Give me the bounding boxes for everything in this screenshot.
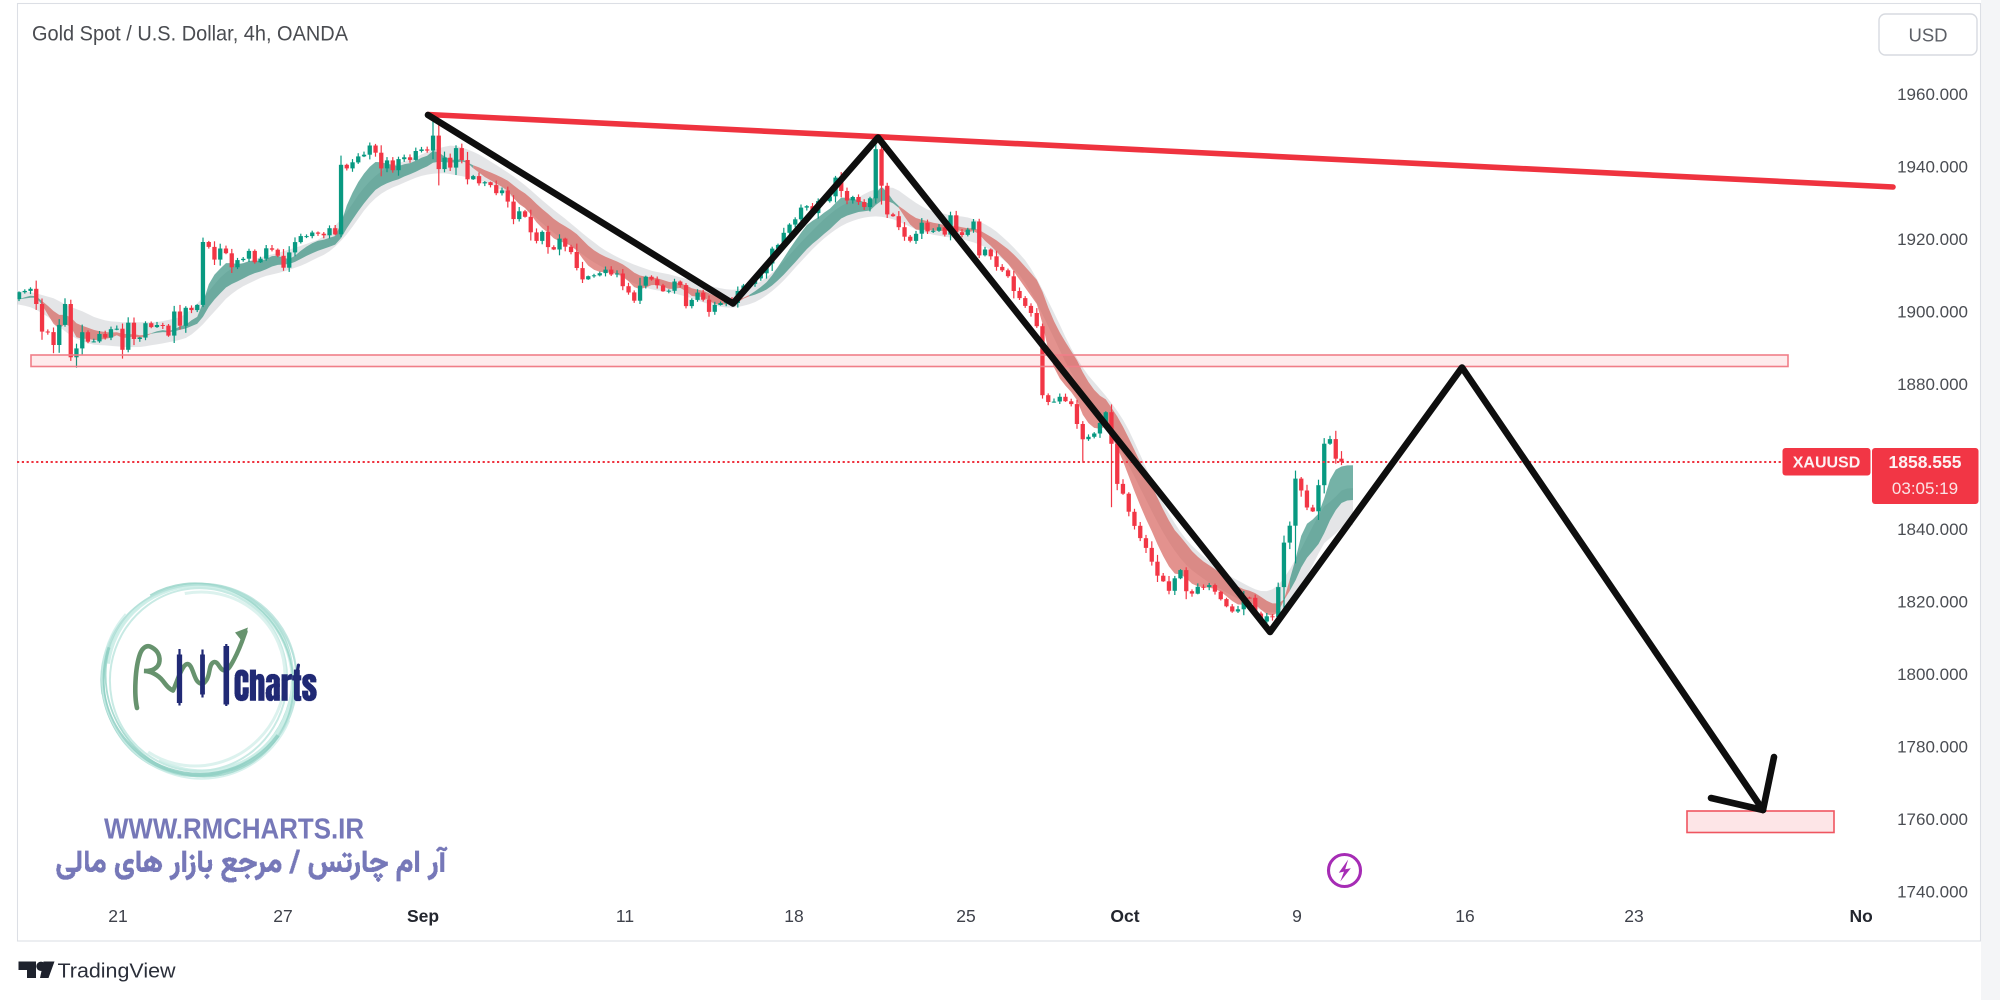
svg-text:03:05:19: 03:05:19 xyxy=(1892,479,1958,498)
svg-text:1800.000: 1800.000 xyxy=(1897,665,1968,684)
svg-text:1900.000: 1900.000 xyxy=(1897,303,1968,322)
svg-text:WWW.RMCHARTS.IR: WWW.RMCHARTS.IR xyxy=(104,814,364,846)
svg-text:27: 27 xyxy=(273,906,292,926)
svg-text:18: 18 xyxy=(784,906,803,926)
svg-text:9: 9 xyxy=(1292,906,1302,926)
svg-text:25: 25 xyxy=(956,906,975,926)
svg-text:16: 16 xyxy=(1455,906,1474,926)
svg-text:USD: USD xyxy=(1908,25,1947,46)
svg-text:1960.000: 1960.000 xyxy=(1897,85,1968,104)
svg-text:1920.000: 1920.000 xyxy=(1897,230,1968,249)
svg-text:21: 21 xyxy=(108,906,127,926)
svg-text:XAUUSD: XAUUSD xyxy=(1793,455,1861,472)
svg-text:1780.000: 1780.000 xyxy=(1897,738,1968,757)
svg-text:1858.555: 1858.555 xyxy=(1889,452,1962,472)
svg-text:1940.000: 1940.000 xyxy=(1897,158,1968,177)
svg-text:1840.000: 1840.000 xyxy=(1897,520,1968,539)
svg-text:Sep: Sep xyxy=(407,906,439,926)
svg-text:11: 11 xyxy=(616,906,634,926)
svg-text:Gold Spot / U.S. Dollar, 4h, O: Gold Spot / U.S. Dollar, 4h, OANDA xyxy=(32,22,349,46)
svg-text:1740.000: 1740.000 xyxy=(1897,883,1968,902)
svg-text:TradingView: TradingView xyxy=(58,960,176,983)
svg-text:1760.000: 1760.000 xyxy=(1897,810,1968,829)
svg-text:23: 23 xyxy=(1624,906,1643,926)
svg-text:Nov: Nov xyxy=(1849,906,1882,926)
svg-text:Oct: Oct xyxy=(1110,906,1139,926)
svg-text:1880.000: 1880.000 xyxy=(1897,375,1968,394)
svg-text:1820.000: 1820.000 xyxy=(1897,593,1968,612)
